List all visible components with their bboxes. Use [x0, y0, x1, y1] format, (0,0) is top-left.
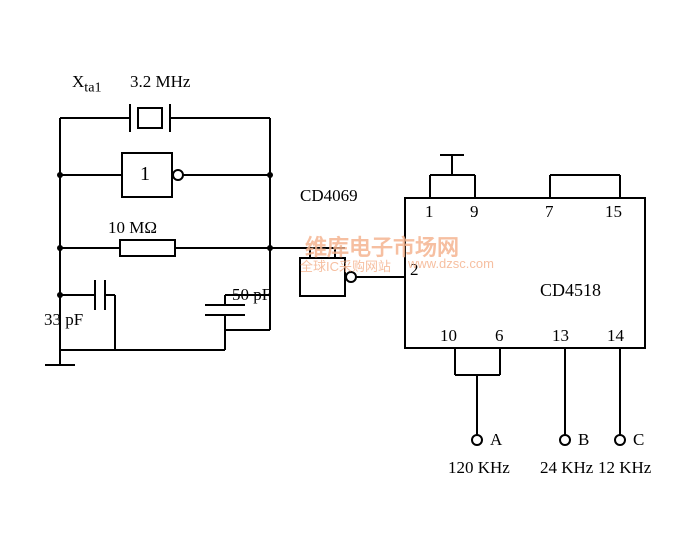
- cap2-label: 50 pF: [232, 285, 271, 305]
- out-b-freq: 24 KHz: [540, 458, 593, 478]
- pin-1: 1: [425, 202, 434, 222]
- pin-6: 6: [495, 326, 504, 346]
- cap1-label: 33 pF: [44, 310, 83, 330]
- pin-10: 10: [440, 326, 457, 346]
- pin-15: 15: [605, 202, 622, 222]
- ic2-label: CD4518: [540, 280, 601, 301]
- out-c-freq: 12 KHz: [598, 458, 651, 478]
- crystal-ref: Xta1: [72, 72, 102, 96]
- resistor-label: 10 MΩ: [108, 218, 157, 238]
- pin-9: 9: [470, 202, 479, 222]
- out-a-freq: 120 KHz: [448, 458, 510, 478]
- crystal-freq: 3.2 MHz: [130, 72, 190, 92]
- ic1-label: CD4069: [300, 186, 358, 206]
- pin-13: 13: [552, 326, 569, 346]
- watermark-sub2: www.dzsc.com: [408, 256, 494, 271]
- out-b-letter: B: [578, 430, 589, 450]
- out-c-letter: C: [633, 430, 644, 450]
- watermark-sub1: 全球IC采购网站: [300, 256, 391, 275]
- out-a-letter: A: [490, 430, 502, 450]
- pin-7: 7: [545, 202, 554, 222]
- inverter-label: 1: [140, 163, 150, 186]
- pin-14: 14: [607, 326, 624, 346]
